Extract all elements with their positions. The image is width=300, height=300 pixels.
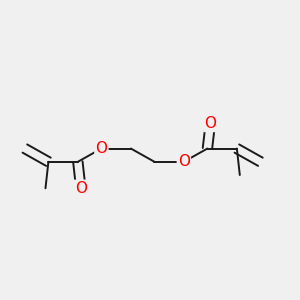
Text: O: O bbox=[204, 116, 216, 131]
Text: O: O bbox=[95, 141, 107, 156]
Text: O: O bbox=[75, 181, 87, 196]
Text: O: O bbox=[178, 154, 190, 169]
